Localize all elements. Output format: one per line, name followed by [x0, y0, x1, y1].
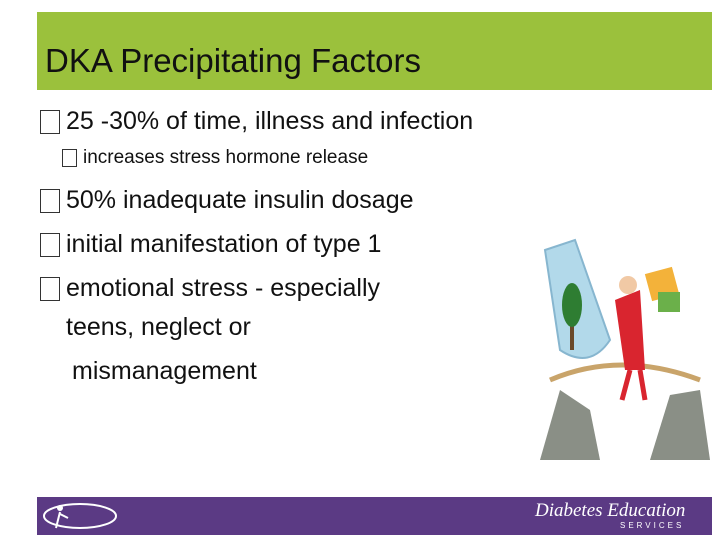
illustration	[540, 238, 710, 460]
bullet: 50% inadequate insulin dosage	[40, 186, 414, 215]
bullet: initial manifestation of type 1	[40, 230, 381, 259]
bullet-text: emotional stress - especially	[66, 274, 381, 302]
slide-title: DKA Precipitating Factors	[45, 42, 421, 79]
bullet-text: 50% inadequate insulin dosage	[66, 186, 414, 214]
footer-logo-sub: SERVICES	[620, 521, 685, 530]
bullet-text: initial manifestation of type 1	[66, 230, 382, 258]
bullet: 25 -30% of time, illness and infection	[40, 107, 473, 136]
bullet-line: mismanagement	[72, 357, 257, 385]
footer-logo: Diabetes Education	[535, 500, 686, 521]
footer-bar	[37, 497, 712, 535]
sub-bullet-text: increases stress hormone release	[83, 147, 369, 168]
header-bar	[37, 12, 712, 90]
bullet-line: teens, neglect or	[66, 313, 251, 341]
bullet: emotional stress - especially	[40, 274, 380, 303]
bullet-text: 25 -30% of time, illness and infection	[66, 107, 474, 135]
sub-bullet: increases stress hormone release	[62, 147, 368, 169]
footer-icon	[43, 503, 117, 529]
